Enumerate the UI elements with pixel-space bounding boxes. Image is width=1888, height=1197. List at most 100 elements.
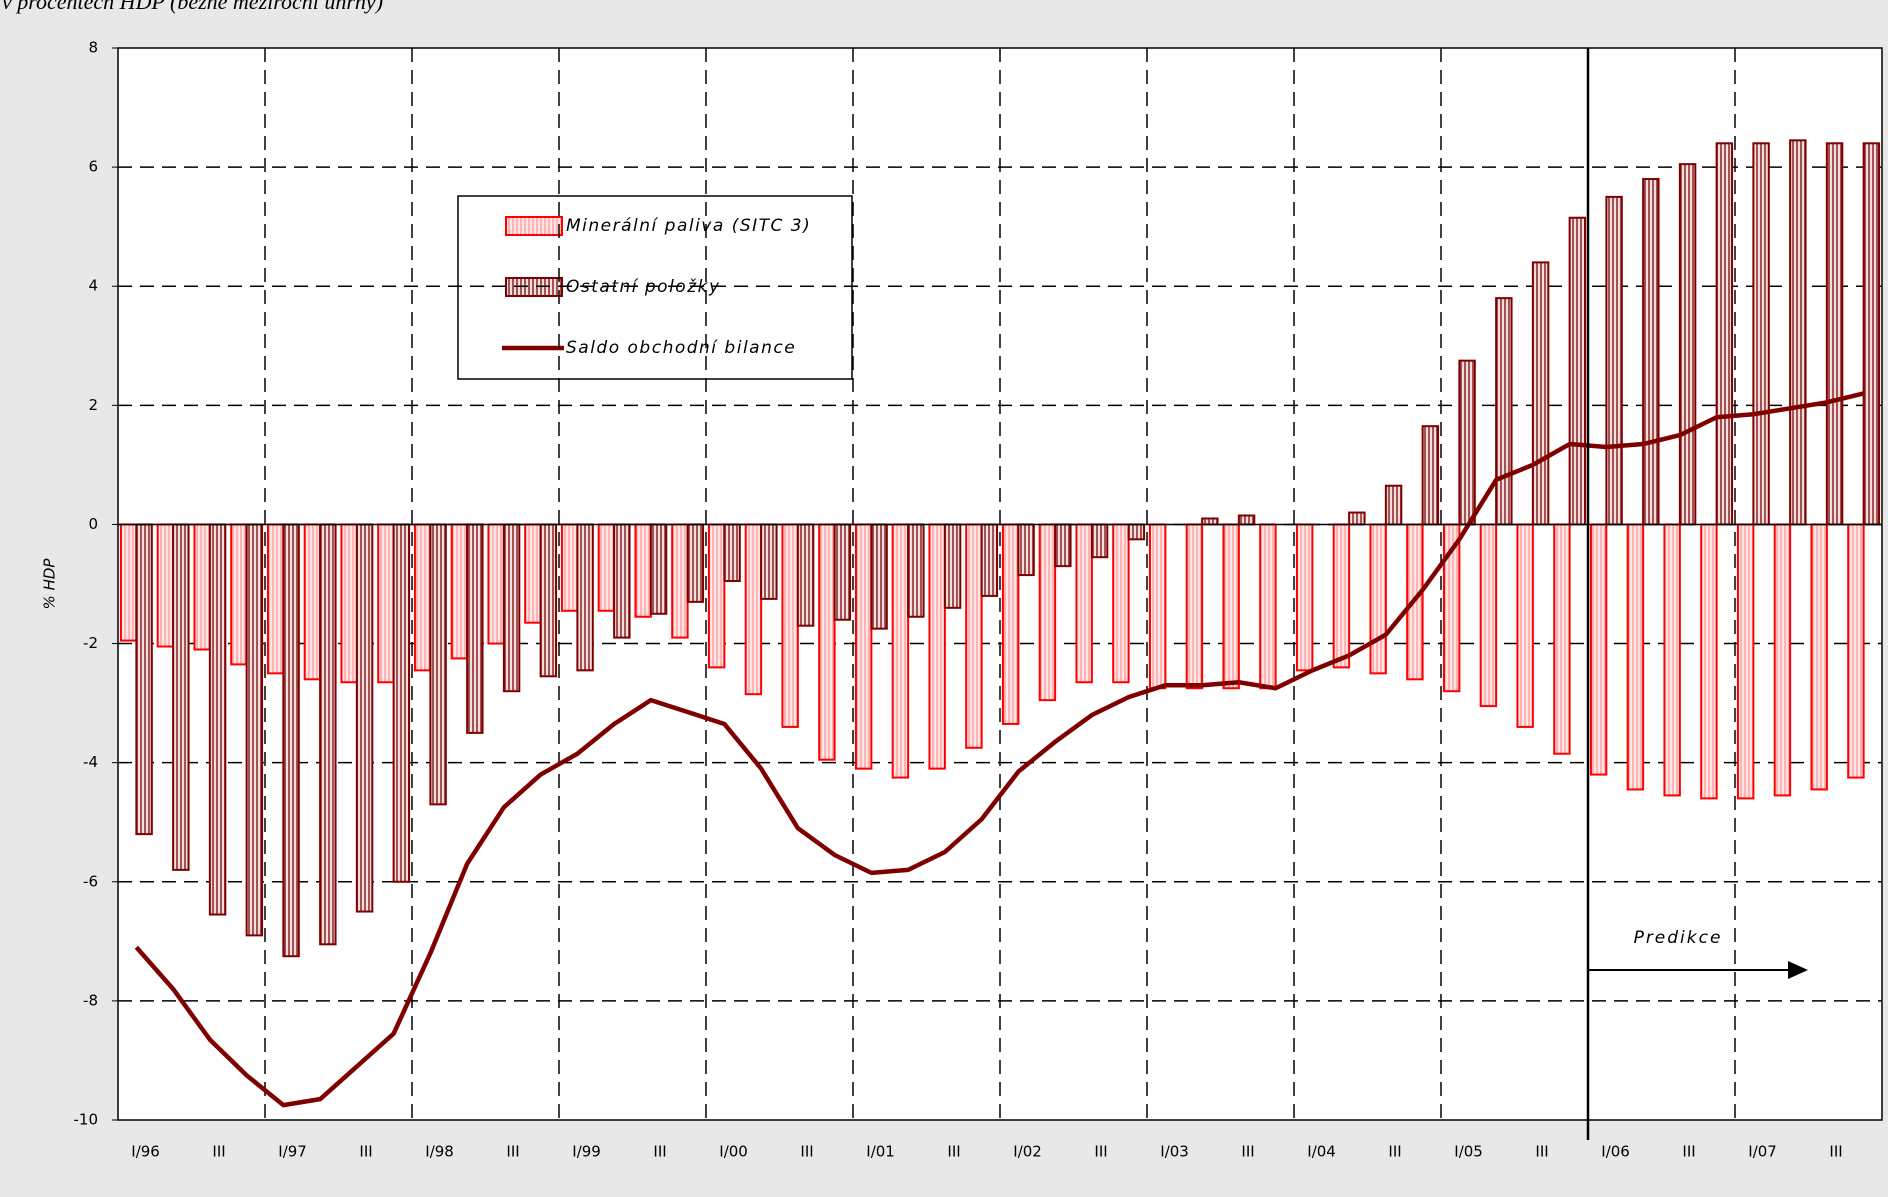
bar [907, 523, 925, 618]
x-tick-label: I/99 [572, 1143, 601, 1161]
bar [707, 523, 726, 669]
bar [891, 523, 910, 779]
bar [1421, 425, 1440, 526]
bar [1626, 523, 1645, 791]
bar [450, 523, 469, 660]
bar [1237, 514, 1256, 526]
y-tick-label: -6 [83, 872, 98, 890]
legend-swatch [505, 277, 563, 297]
bar [1810, 523, 1828, 791]
bar [1185, 523, 1204, 690]
bar [119, 523, 138, 642]
bar [1348, 511, 1366, 526]
bar [1001, 523, 1020, 725]
bar [576, 523, 594, 672]
bar [1458, 359, 1476, 526]
bar [1054, 523, 1072, 568]
x-tick-label: III [1241, 1143, 1254, 1161]
bar [1773, 523, 1792, 797]
y-tick-label: -8 [83, 991, 98, 1009]
bar [1516, 523, 1534, 728]
bar [539, 523, 558, 678]
bar [524, 523, 542, 624]
bar [413, 523, 432, 672]
bar [943, 523, 962, 609]
x-tick-label: III [1535, 1143, 1548, 1161]
y-tick-label: 8 [88, 39, 98, 57]
bar [1847, 523, 1865, 779]
bar [634, 523, 652, 618]
y-tick-label: 4 [88, 277, 98, 295]
bar [686, 523, 705, 603]
x-tick-label: III [506, 1143, 519, 1161]
bar [319, 523, 337, 946]
x-tick-label: III [359, 1143, 372, 1161]
bar [135, 523, 153, 836]
bar [245, 523, 264, 937]
bar [818, 523, 836, 761]
x-tick-label: I/02 [1013, 1143, 1042, 1161]
y-axis-label: % HDP [41, 558, 59, 610]
bar [781, 523, 799, 728]
bar [1201, 517, 1219, 526]
bar [230, 523, 248, 666]
x-tick-label: I/04 [1307, 1143, 1336, 1161]
bar [429, 523, 447, 806]
bar [377, 523, 395, 684]
bar [928, 523, 946, 770]
bar [1075, 523, 1093, 684]
y-tick-label: 0 [88, 515, 98, 533]
bar [1332, 523, 1351, 669]
bar [1568, 216, 1587, 526]
x-tick-label: III [1388, 1143, 1401, 1161]
bar [1479, 523, 1498, 708]
bar [1663, 523, 1681, 797]
bar [208, 523, 227, 916]
x-tick-label: I/05 [1454, 1143, 1483, 1161]
bar [671, 523, 689, 639]
x-tick-label: I/03 [1160, 1143, 1189, 1161]
bar [870, 523, 888, 630]
plot-frame [117, 47, 1883, 1121]
bar [193, 523, 211, 651]
legend-label: Minerální paliva (SITC 3) [566, 216, 811, 236]
bar [649, 523, 668, 615]
bar [340, 523, 358, 684]
bar [1700, 523, 1718, 800]
bar [282, 523, 300, 958]
bar [1862, 142, 1881, 526]
x-tick-label: III [1094, 1143, 1107, 1161]
bar [1789, 139, 1807, 526]
x-tick-label: I/06 [1601, 1143, 1630, 1161]
bar [1752, 142, 1770, 526]
legend-swatch [505, 216, 563, 236]
x-tick-label: I/00 [719, 1143, 748, 1161]
x-tick-label: III [212, 1143, 225, 1161]
bar [597, 523, 616, 612]
bar [854, 523, 873, 770]
bar [1090, 523, 1109, 559]
annotation: Predikce [1634, 928, 1723, 948]
arrow-head [1788, 961, 1808, 979]
bar [833, 523, 852, 621]
bar [156, 523, 175, 648]
bar [1384, 484, 1403, 526]
bar [1259, 523, 1277, 690]
x-tick-label: III [800, 1143, 813, 1161]
bar [1295, 523, 1314, 672]
bar [355, 523, 374, 913]
bar [1127, 523, 1146, 541]
bar [1642, 178, 1660, 526]
bar [303, 523, 322, 681]
y-tick-label: -2 [83, 634, 98, 652]
bar [560, 523, 579, 612]
bar [744, 523, 763, 696]
bar [266, 523, 285, 675]
bar [760, 523, 778, 600]
x-tick-label: I/98 [425, 1143, 454, 1161]
bar [172, 523, 190, 871]
bar [965, 523, 983, 749]
bar [1495, 297, 1513, 526]
y-tick-label: -4 [83, 753, 98, 771]
